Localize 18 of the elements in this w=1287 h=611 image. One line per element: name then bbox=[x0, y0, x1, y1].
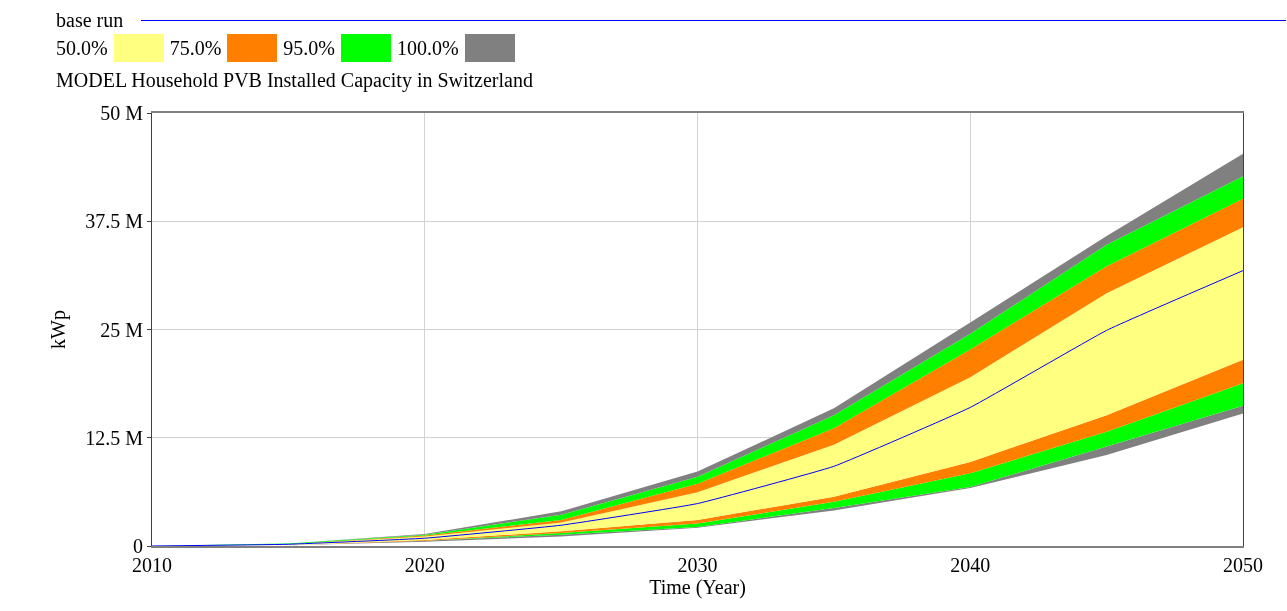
legend-label: 100.0% bbox=[397, 36, 459, 60]
x-tick-label: 2030 bbox=[677, 554, 718, 576]
x-axis-title: Time (Year) bbox=[649, 576, 746, 599]
x-tick-label: 2040 bbox=[950, 554, 991, 576]
legend-label: 75.0% bbox=[169, 36, 222, 60]
y-tick-label: 0 bbox=[133, 535, 143, 557]
y-tick-label: 25 M bbox=[100, 318, 144, 341]
x-tick-label: 2020 bbox=[404, 554, 445, 576]
chart-title: MODEL Household PVB Installed Capacity in Switzerland bbox=[56, 67, 534, 94]
y-axis-title: kWp bbox=[46, 310, 70, 349]
x-tick-label: 2010 bbox=[132, 554, 172, 576]
y-tick-label: 50 M bbox=[100, 102, 144, 124]
legend-title: base run bbox=[56, 8, 124, 32]
legend-label: 50.0% bbox=[56, 36, 108, 60]
y-tick-label: 12.5 M bbox=[85, 426, 144, 449]
x-tick-label: 2050 bbox=[1223, 554, 1263, 576]
y-tick-label: 37.5 M bbox=[85, 210, 144, 233]
legend-label: 95.0% bbox=[283, 36, 336, 60]
